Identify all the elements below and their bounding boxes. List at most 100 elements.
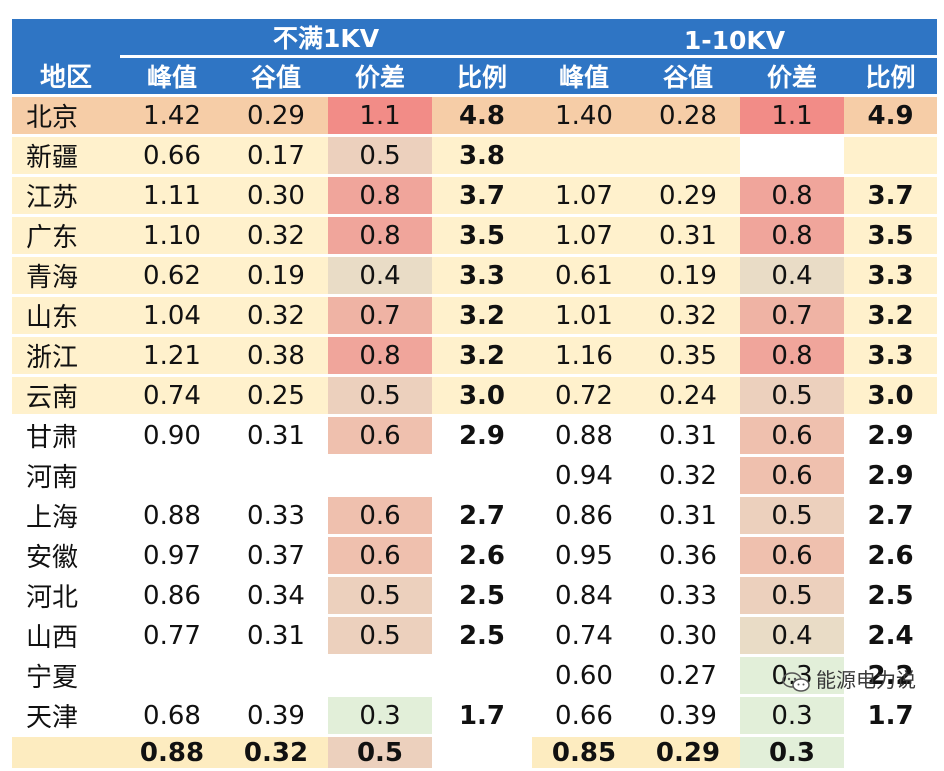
region-cell: 河南	[12, 457, 120, 494]
peak-cell: 1.21	[120, 337, 224, 374]
peak-cell: 1.11	[120, 177, 224, 214]
ratio-cell: 3.5	[432, 217, 532, 254]
ratio-cell: 3.5	[844, 217, 938, 254]
table-row: 新疆 0.66 0.17 0.5 3.8	[12, 137, 938, 174]
peak-cell: 0.60	[532, 657, 636, 694]
table-row: 云南 0.74 0.25 0.5 3.0 0.72 0.24 0.5 3.0	[12, 377, 938, 414]
peak-cell: 0.61	[532, 257, 636, 294]
table-row: 江苏 1.11 0.30 0.8 3.7 1.07 0.29 0.8 3.7	[12, 177, 938, 214]
valley-cell	[636, 137, 740, 174]
ratio-cell: 2.9	[844, 457, 938, 494]
valley-cell: 0.32	[224, 297, 328, 334]
table-row: 山东 1.04 0.32 0.7 3.2 1.01 0.32 0.7 3.2	[12, 297, 938, 334]
region-cell	[12, 737, 120, 769]
wechat-icon	[782, 671, 810, 692]
header-col: 价差	[740, 58, 844, 94]
diff-cell: 0.6	[740, 537, 844, 574]
ratio-cell: 3.2	[432, 337, 532, 374]
region-cell: 甘肃	[12, 417, 120, 454]
valley-cell: 0.31	[636, 417, 740, 454]
header-region: 地区	[12, 19, 120, 94]
region-cell: 上海	[12, 497, 120, 534]
diff-cell: 0.5	[328, 617, 432, 654]
ratio-cell: 3.3	[844, 257, 938, 294]
ratio-cell: 2.9	[432, 417, 532, 454]
table-body: 北京 1.42 0.29 1.1 4.8 1.40 0.28 1.1 4.9 新疆 0.66 0.17…	[12, 97, 938, 769]
ratio-cell	[432, 657, 532, 694]
valley-cell: 0.32	[224, 737, 328, 769]
table-row: 上海 0.88 0.33 0.6 2.7 0.86 0.31 0.5 2.7	[12, 497, 938, 534]
diff-cell: 0.4	[740, 617, 844, 654]
region-cell: 新疆	[12, 137, 120, 174]
table-row: 宁夏 0.60 0.27 0.3 2.2	[12, 657, 938, 694]
diff-cell: 0.3	[740, 657, 844, 694]
valley-cell: 0.32	[224, 217, 328, 254]
diff-cell: 0.8	[740, 337, 844, 374]
peak-cell	[532, 137, 636, 174]
header-col: 比例	[432, 58, 532, 94]
ratio-cell: 3.0	[432, 377, 532, 414]
region-cell: 江苏	[12, 177, 120, 214]
ratio-cell: 4.8	[432, 97, 532, 134]
valley-cell: 0.27	[636, 657, 740, 694]
ratio-cell: 2.7	[432, 497, 532, 534]
diff-cell: 0.8	[328, 337, 432, 374]
table-row: 青海 0.62 0.19 0.4 3.3 0.61 0.19 0.4 3.3	[12, 257, 938, 294]
table-row: 河北 0.86 0.34 0.5 2.5 0.84 0.33 0.5 2.5	[12, 577, 938, 614]
ratio-cell	[432, 457, 532, 494]
valley-cell: 0.32	[636, 457, 740, 494]
ratio-cell: 3.2	[432, 297, 532, 334]
valley-cell: 0.30	[636, 617, 740, 654]
ratio-cell: 3.0	[844, 377, 938, 414]
ratio-cell: 1.7	[432, 697, 532, 734]
header-row-top: 地区 不满1KV 1-10KV	[12, 19, 938, 94]
valley-cell: 0.31	[224, 417, 328, 454]
header-group-1-10kv: 1-10KV	[532, 19, 938, 55]
diff-cell: 0.5	[740, 497, 844, 534]
table-row: 广东 1.10 0.32 0.8 3.5 1.07 0.31 0.8 3.5	[12, 217, 938, 254]
peak-cell: 0.97	[120, 537, 224, 574]
peak-cell: 1.07	[532, 177, 636, 214]
peak-cell: 0.86	[532, 497, 636, 534]
valley-cell: 0.29	[636, 737, 740, 769]
region-cell: 山东	[12, 297, 120, 334]
peak-cell: 0.66	[120, 137, 224, 174]
peak-cell: 1.16	[532, 337, 636, 374]
diff-cell	[740, 137, 844, 174]
valley-cell: 0.31	[224, 617, 328, 654]
ratio-cell: 2.6	[432, 537, 532, 574]
valley-cell: 0.29	[636, 177, 740, 214]
ratio-cell: 2.6	[844, 537, 938, 574]
ratio-cell: 2.2	[844, 657, 938, 694]
valley-cell: 0.32	[636, 297, 740, 334]
header-col: 峰值	[532, 58, 636, 94]
ratio-cell: 4.9	[844, 97, 938, 134]
peak-cell	[120, 457, 224, 494]
peak-cell: 0.95	[532, 537, 636, 574]
valley-cell: 0.31	[636, 217, 740, 254]
diff-cell: 0.6	[328, 417, 432, 454]
valley-cell: 0.29	[224, 97, 328, 134]
average-row: 0.88 0.32 0.5 0.85 0.29 0.3	[12, 737, 938, 769]
diff-cell: 0.8	[328, 177, 432, 214]
table-row: 北京 1.42 0.29 1.1 4.8 1.40 0.28 1.1 4.9	[12, 97, 938, 134]
peak-cell: 0.68	[120, 697, 224, 734]
region-cell: 河北	[12, 577, 120, 614]
valley-cell	[224, 457, 328, 494]
valley-cell: 0.33	[224, 497, 328, 534]
header-group-low-voltage: 不满1KV	[120, 19, 532, 55]
ratio-cell: 2.5	[432, 577, 532, 614]
diff-cell: 0.4	[328, 257, 432, 294]
ratio-cell	[844, 137, 938, 174]
ratio-cell: 3.8	[432, 137, 532, 174]
header-col: 谷值	[636, 58, 740, 94]
region-cell: 北京	[12, 97, 120, 134]
header-col: 峰值	[120, 58, 224, 94]
diff-cell: 0.5	[740, 577, 844, 614]
header-col: 比例	[844, 58, 938, 94]
valley-cell: 0.25	[224, 377, 328, 414]
diff-cell: 0.5	[328, 377, 432, 414]
ratio-cell: 3.3	[844, 337, 938, 374]
peak-cell	[120, 657, 224, 694]
valley-cell: 0.39	[636, 697, 740, 734]
